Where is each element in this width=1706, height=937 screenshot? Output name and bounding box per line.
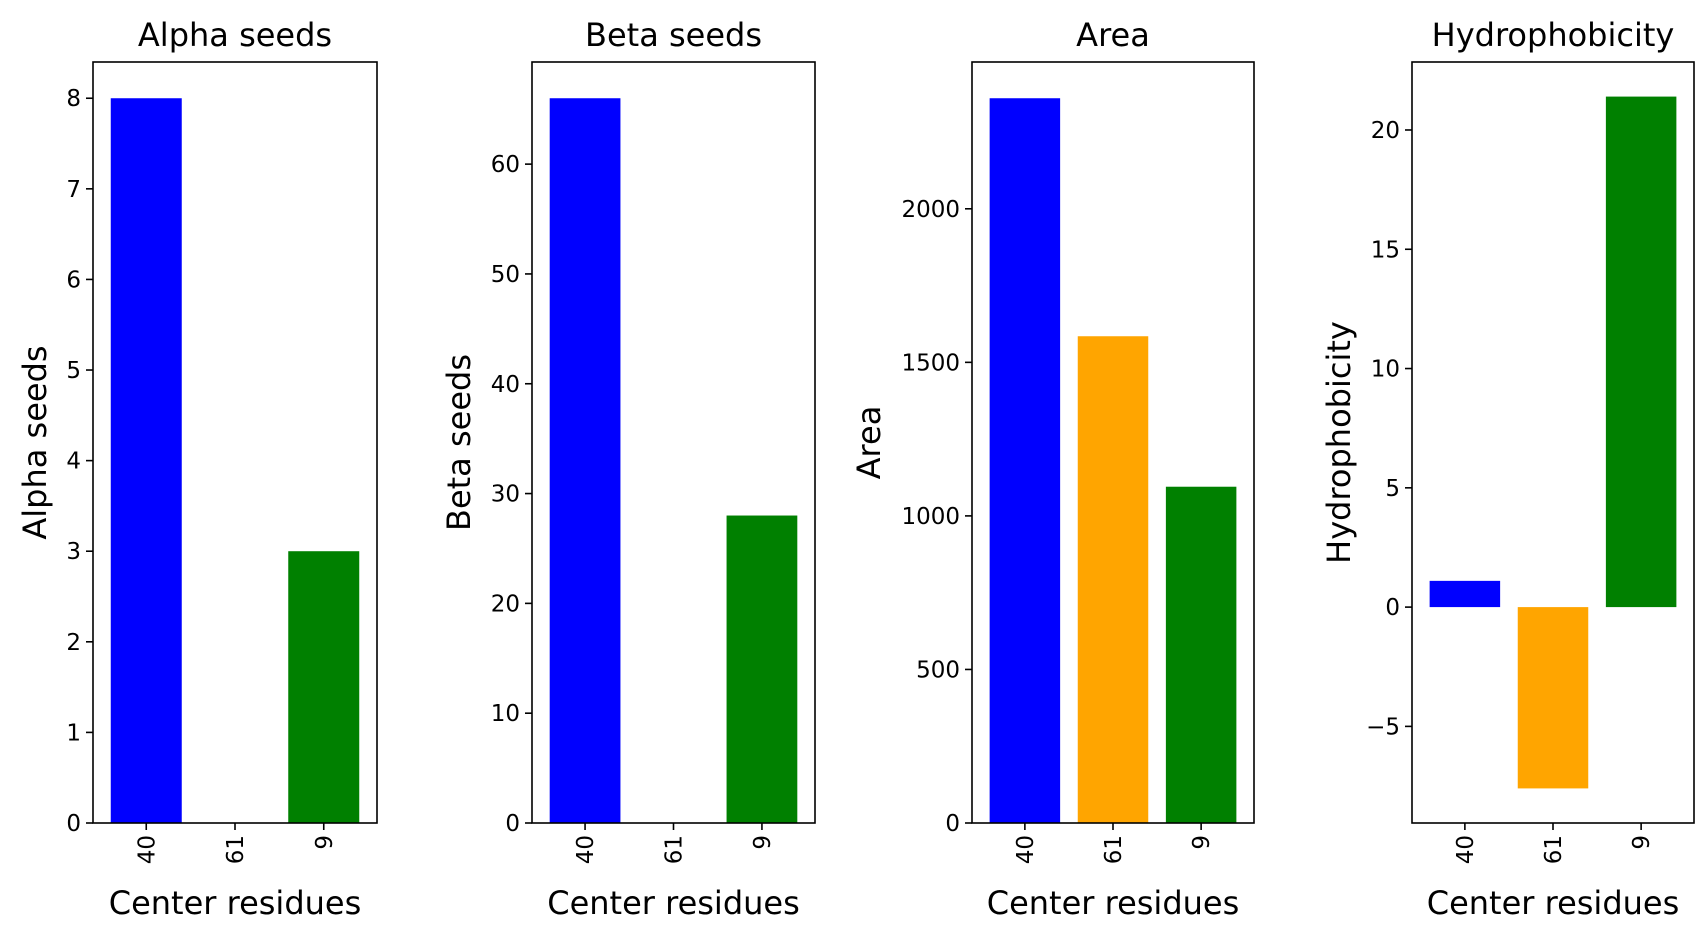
x-axis-label: Center residues (987, 884, 1240, 922)
y-tick-label: 4 (66, 449, 81, 475)
y-tick-label: 0 (1385, 595, 1400, 621)
x-tick-label: 40 (573, 835, 599, 864)
y-tick-label: 50 (491, 262, 520, 288)
x-tick-label: 40 (1453, 835, 1479, 864)
y-tick-label: 1 (66, 720, 81, 746)
x-tick-label: 40 (1013, 835, 1039, 864)
x-tick-label: 61 (223, 835, 249, 864)
x-axis-label: Center residues (1427, 884, 1680, 922)
bar-40 (110, 98, 182, 824)
y-tick-label: 8 (66, 86, 81, 112)
y-tick-label: 20 (491, 591, 520, 617)
y-tick-label: 6 (66, 267, 81, 293)
x-tick-label: 61 (662, 835, 688, 864)
y-axis-label: Alpha seeds (16, 345, 54, 539)
y-tick-label: 500 (916, 657, 960, 683)
bar-9 (726, 515, 798, 823)
y-tick-label: 2 (66, 630, 81, 656)
x-tick-label: 9 (1629, 835, 1655, 850)
bar-40 (549, 98, 621, 824)
chart-panel-2: 0 10 20 30 40 50 60 40 61 9 Beta seeds Center resid… (440, 16, 816, 922)
bar-40 (989, 98, 1061, 824)
x-tick-label: 61 (1541, 835, 1567, 864)
bar-9 (1165, 486, 1237, 823)
x-axis-label: Center residues (109, 884, 362, 922)
y-tick-label: 7 (66, 177, 81, 203)
bar-9 (288, 551, 360, 823)
bar-9 (1605, 96, 1677, 608)
x-axis-label: Center residues (547, 884, 800, 922)
y-tick-label: −5 (1366, 714, 1400, 740)
chart-title: Area (1076, 16, 1150, 54)
y-tick-label: 0 (945, 811, 960, 837)
y-tick-label: 60 (491, 152, 520, 178)
x-tick-label: 9 (1189, 835, 1215, 850)
y-tick-label: 10 (491, 701, 520, 727)
chart-panel-4: −5 0 5 10 15 20 40 61 9 Hydrophobicity Center resi… (1320, 16, 1695, 922)
x-tick-label: 9 (312, 835, 338, 850)
y-tick-label: 5 (1385, 476, 1400, 502)
y-tick-label: 1000 (901, 504, 960, 530)
y-axis-label: Beta seeds (440, 354, 478, 531)
y-tick-label: 20 (1371, 118, 1400, 144)
x-tick-label: 61 (1101, 835, 1127, 864)
y-tick-label: 30 (491, 482, 520, 508)
y-axis-label: Area (850, 406, 888, 480)
y-tick-label: 5 (66, 358, 81, 384)
y-axis-label: Hydrophobicity (1320, 321, 1358, 564)
chart-panel-3: 0 500 1000 1500 2000 40 61 9 Area Center residues… (850, 16, 1255, 922)
chart-title: Alpha seeds (138, 16, 332, 54)
bar-40 (1429, 580, 1501, 608)
bar-61 (1077, 336, 1149, 823)
y-tick-label: 40 (491, 372, 520, 398)
chart-panel-1: 0 1 2 3 4 5 6 7 8 40 61 9 Alpha seeds Center residues… (16, 16, 378, 922)
y-tick-label: 15 (1371, 237, 1400, 263)
x-tick-label: 9 (750, 835, 776, 850)
y-tick-label: 0 (66, 811, 81, 837)
chart-title: Beta seeds (585, 16, 762, 54)
y-tick-label: 2000 (901, 197, 960, 223)
bar-61 (1517, 607, 1589, 789)
chart-title: Hydrophobicity (1432, 16, 1675, 54)
y-tick-label: 10 (1371, 357, 1400, 383)
y-tick-label: 3 (66, 539, 81, 565)
y-tick-label: 1500 (901, 350, 960, 376)
y-tick-label: 0 (505, 811, 520, 837)
x-tick-label: 40 (134, 835, 160, 864)
